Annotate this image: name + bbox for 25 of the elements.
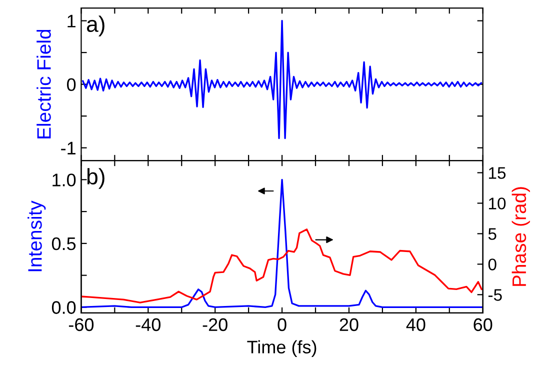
- y2-tick-label: 15: [489, 167, 506, 179]
- y-tick-label: 0: [67, 78, 76, 92]
- y-tick-label: -1: [61, 142, 76, 154]
- y2-tick-label: 5: [488, 228, 496, 240]
- x-tick-label: 0: [278, 318, 286, 332]
- y2-tick-label: 0: [488, 258, 496, 270]
- x-tick-label: 40: [406, 318, 426, 332]
- x-tick-label: 60: [474, 318, 492, 332]
- y2-axis-title: Phase (rad): [512, 187, 530, 286]
- x-tick-label: -40: [136, 318, 160, 332]
- x-tick-label: 20: [340, 318, 358, 332]
- x-tick-label: -60: [68, 318, 94, 332]
- y2-tick-label: -5: [488, 289, 502, 301]
- y-tick-label: 0.0: [52, 301, 76, 314]
- y-tick-label: 1.0: [52, 174, 76, 186]
- y-tick-label: 0.5: [52, 237, 76, 250]
- y2-tick-label: 10: [489, 198, 506, 210]
- y-axis-title: Intensity: [28, 200, 46, 272]
- line-series: [81, 228, 482, 304]
- y-tick-label: 1: [68, 14, 76, 28]
- x-axis-title: Time (fs): [247, 340, 316, 358]
- x-tick-label: -20: [202, 318, 228, 332]
- annotation: b): [87, 168, 104, 189]
- y-axis-title: Electric Field: [36, 30, 51, 138]
- annotation: a): [86, 16, 104, 36]
